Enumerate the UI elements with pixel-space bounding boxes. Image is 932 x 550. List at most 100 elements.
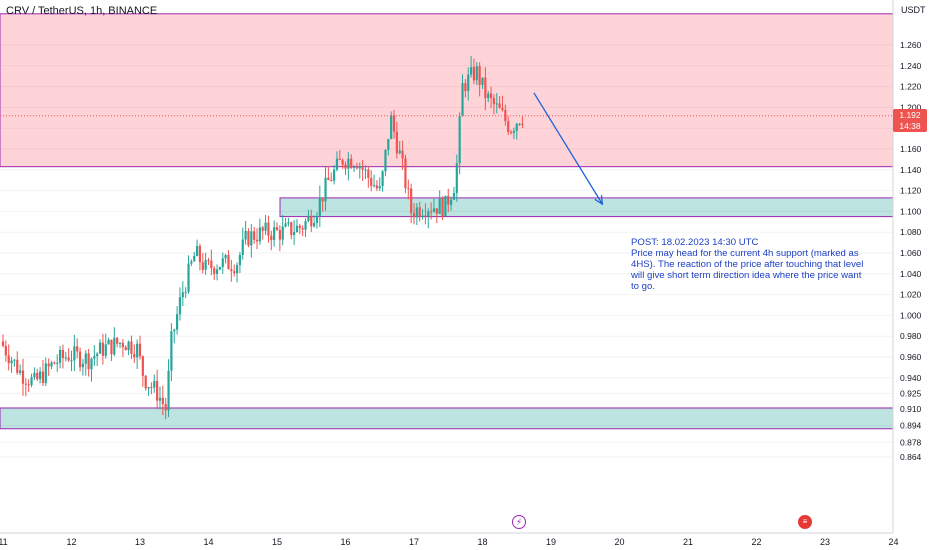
candle-body bbox=[498, 103, 501, 109]
candle-body bbox=[270, 235, 273, 241]
price-tick-label: 0.940 bbox=[900, 373, 922, 383]
candle-body bbox=[358, 166, 361, 169]
candle-body bbox=[121, 342, 124, 348]
candle-body bbox=[315, 216, 319, 224]
price-unit-label: USDT bbox=[901, 5, 926, 15]
candle-body bbox=[450, 199, 453, 205]
candle-body bbox=[492, 97, 496, 105]
candle-body bbox=[267, 222, 270, 236]
price-tick-label: 1.220 bbox=[900, 82, 922, 92]
candle-body bbox=[338, 158, 341, 160]
lightning-icon[interactable]: ⚡ bbox=[512, 515, 526, 529]
grid-layer bbox=[0, 44, 893, 458]
candle-body bbox=[332, 169, 336, 181]
candle-body bbox=[438, 198, 441, 214]
note-body: Price may head for the current 4h suppor… bbox=[631, 248, 864, 292]
candle-body bbox=[76, 346, 79, 352]
candle-body bbox=[458, 116, 461, 164]
candle-body bbox=[264, 222, 267, 231]
candle-body bbox=[50, 362, 53, 367]
candle-body bbox=[7, 355, 10, 364]
candle-body bbox=[73, 346, 76, 361]
candle-body bbox=[287, 222, 290, 224]
candle-body bbox=[70, 360, 73, 362]
candle-body bbox=[244, 231, 247, 240]
candle-body bbox=[489, 93, 493, 98]
candle-body bbox=[255, 239, 259, 242]
candle-body bbox=[304, 221, 307, 230]
candle-body bbox=[118, 342, 122, 344]
price-tick-label: 0.980 bbox=[900, 331, 922, 341]
analysis-note: POST: 18.02.2023 14:30 UTC Price may hea… bbox=[631, 237, 866, 292]
candle-body bbox=[284, 223, 287, 227]
candle-body bbox=[53, 362, 56, 364]
candle-body bbox=[178, 297, 182, 315]
candle-body bbox=[401, 150, 404, 159]
candle-body bbox=[27, 384, 30, 386]
candle-body bbox=[430, 211, 433, 213]
candle-body bbox=[187, 263, 190, 292]
candle-body bbox=[261, 227, 264, 231]
price-tick-label: 0.894 bbox=[900, 421, 922, 431]
candle-body bbox=[136, 343, 139, 358]
candle-body bbox=[215, 269, 219, 274]
price-tick-label: 1.140 bbox=[900, 165, 922, 175]
candle-body bbox=[250, 231, 253, 246]
chart-title: CRV / TetherUS, 1h, BINANCE bbox=[6, 5, 158, 17]
candle-body bbox=[307, 215, 310, 222]
candle-body bbox=[158, 397, 162, 401]
zones-layer bbox=[0, 13, 894, 430]
candle-body bbox=[164, 404, 167, 411]
candle-body bbox=[230, 269, 233, 272]
candle-body bbox=[30, 377, 33, 386]
candle-body bbox=[13, 359, 16, 361]
candle-body bbox=[464, 83, 467, 92]
price-tick-label: 1.060 bbox=[900, 248, 922, 258]
price-tick-label: 1.020 bbox=[900, 290, 922, 300]
candle-body bbox=[156, 381, 159, 401]
candle-body bbox=[201, 262, 204, 270]
candle-body bbox=[478, 66, 481, 85]
candle-body bbox=[81, 363, 85, 368]
candle-body bbox=[404, 158, 407, 189]
candle-body bbox=[64, 357, 67, 359]
candle-body bbox=[275, 227, 279, 230]
candle-body bbox=[241, 239, 244, 255]
candle-body bbox=[273, 227, 276, 241]
candle-body bbox=[253, 231, 256, 240]
time-tick-label: 11 bbox=[0, 537, 8, 547]
candle-body bbox=[481, 77, 484, 85]
candle-body bbox=[347, 158, 350, 169]
candle-body bbox=[133, 353, 136, 358]
candle-body bbox=[181, 292, 184, 298]
candle-body bbox=[116, 337, 119, 344]
candle-body bbox=[367, 169, 370, 178]
overlay-layer bbox=[0, 92, 893, 206]
candle-body bbox=[84, 353, 87, 364]
candle-body bbox=[469, 67, 473, 75]
candle-body bbox=[344, 164, 347, 169]
candle-body bbox=[327, 177, 330, 181]
candle-body bbox=[150, 387, 153, 389]
time-tick-label: 21 bbox=[683, 537, 693, 547]
candle-body bbox=[227, 255, 230, 270]
candle-body bbox=[435, 208, 438, 214]
candle-body bbox=[507, 121, 510, 133]
price-tick-label: 0.864 bbox=[900, 452, 922, 462]
candle-body bbox=[224, 255, 227, 259]
candle-body bbox=[161, 397, 164, 405]
candle-body bbox=[390, 115, 393, 139]
candle-body bbox=[293, 232, 296, 235]
candle-body bbox=[47, 363, 50, 367]
candle-body bbox=[415, 207, 418, 218]
candle-body bbox=[350, 158, 353, 168]
candle-body bbox=[138, 343, 142, 357]
time-tick-label: 22 bbox=[751, 537, 761, 547]
candle-body bbox=[153, 381, 156, 388]
candle-body bbox=[61, 350, 65, 359]
time-tick-label: 24 bbox=[888, 537, 898, 547]
us-flag-icon[interactable]: ≡ bbox=[798, 515, 812, 529]
candle-body bbox=[321, 197, 324, 202]
candle-body bbox=[290, 222, 293, 235]
